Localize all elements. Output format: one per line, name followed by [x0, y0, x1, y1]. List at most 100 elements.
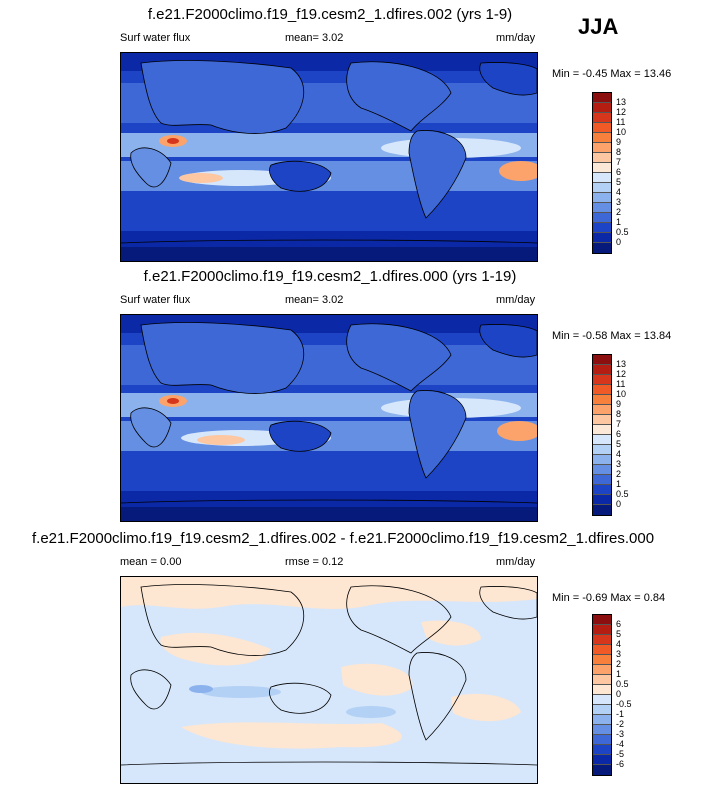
panel-3-colorbar — [592, 614, 612, 776]
panel-1-colorbar-swatch — [593, 243, 611, 253]
panel-3-colorbar-label: 4 — [616, 639, 622, 649]
panel-2-colorbar-swatch — [593, 485, 611, 495]
panel-2-colorbar-label: 7 — [616, 419, 622, 429]
panel-1-map-field — [121, 53, 537, 261]
season-label: JJA — [578, 14, 619, 39]
panel-2-colorbar-label: 2 — [616, 469, 622, 479]
panel-1-colorbar-label: 8 — [616, 147, 622, 157]
panel-3-colorbar-label: 3 — [616, 649, 622, 659]
panel-1-colorbar-label: 11 — [616, 117, 626, 127]
panel-1-colorbar-swatch — [593, 103, 611, 113]
panel-1-colorbar-swatch — [593, 193, 611, 203]
panel-1-map — [120, 52, 538, 262]
panel-3-minmax-label: Min = -0.69 Max = 0.84 — [552, 592, 666, 604]
panel-1-colorbar-label: 6 — [616, 167, 622, 177]
panel-1-colorbar-swatch — [593, 183, 611, 193]
panel-3-colorbar-swatch — [593, 705, 611, 715]
panel-1-mean-label: mean= 3.02 — [285, 32, 344, 44]
panel-1-variable-label: Surf water flux — [120, 32, 191, 44]
panel-2-colorbar-label: 6 — [616, 429, 622, 439]
panel-2-colorbar-swatch — [593, 455, 611, 465]
panel-1-colorbar-swatch — [593, 213, 611, 223]
panel-1-colorbar-label: 5 — [616, 177, 622, 187]
panel-3-colorbar-label: 2 — [616, 659, 622, 669]
panel-2-colorbar-label: 0.5 — [616, 489, 629, 499]
panel-2-colorbar-label: 3 — [616, 459, 622, 469]
panel-2-colorbar — [592, 354, 612, 516]
panel-2-mean-label: mean= 3.02 — [285, 294, 344, 306]
panel-1-colorbar-label: 12 — [616, 107, 627, 117]
panel-1-colorbar-swatch — [593, 113, 611, 123]
panel-1-colorbar-label: 0.5 — [616, 227, 629, 237]
panel-2-colorbar-swatch — [593, 505, 611, 515]
panel-1-colorbar-swatch — [593, 153, 611, 163]
panel-3-colorbar-swatch — [593, 635, 611, 645]
panel-3-map-field — [121, 577, 537, 783]
panel-3-colorbar-swatch — [593, 755, 611, 765]
panel-2-units-label: mm/day — [496, 294, 536, 306]
panel-2-colorbar-label: 5 — [616, 439, 622, 449]
panel-3-map — [120, 576, 538, 784]
panel-1-colorbar-label: 7 — [616, 157, 622, 167]
panel-3-colorbar-swatch — [593, 625, 611, 635]
panel-3-title: f.e21.F2000climo.f19_f19.cesm2_1.dfires.… — [32, 530, 655, 547]
panel-3-colorbar-swatch — [593, 745, 611, 755]
panel-1-colorbar-swatch — [593, 203, 611, 213]
panel-3-colorbar-label: 0 — [616, 689, 622, 699]
panel-2-colorbar-swatch — [593, 495, 611, 505]
panel-3-colorbar-swatch — [593, 715, 611, 725]
panel-3-colorbar-swatch — [593, 645, 611, 655]
panel-3-colorbar-label: 0.5 — [616, 679, 629, 689]
panel-3-colorbar-label: -0.5 — [616, 699, 632, 709]
panel-2-colorbar-label: 9 — [616, 399, 622, 409]
panel-3-colorbar-label: -2 — [616, 719, 625, 729]
panel-1-colorbar-swatch — [593, 133, 611, 143]
panel-1-colorbar-swatch — [593, 93, 611, 103]
panel-2-colorbar-swatch — [593, 415, 611, 425]
panel-1-colorbar-label: 0 — [616, 237, 622, 247]
panel-1-minmax-label: Min = -0.45 Max = 13.46 — [552, 68, 672, 80]
panel-3-colorbar-swatch — [593, 735, 611, 745]
panel-1-colorbar-swatch — [593, 123, 611, 133]
panel-2-colorbar-label: 8 — [616, 409, 622, 419]
panel-1-colorbar-label: 2 — [616, 207, 622, 217]
panel-3-mean-label: mean = 0.00 — [120, 556, 182, 568]
panel-2-colorbar-swatch — [593, 465, 611, 475]
panel-3-colorbar-label: 6 — [616, 619, 622, 629]
panel-3-colorbar-swatch — [593, 665, 611, 675]
panel-1-title: f.e21.F2000climo.f19_f19.cesm2_1.dfires.… — [147, 6, 513, 23]
panel-2-colorbar-swatch — [593, 445, 611, 455]
panel-1-colorbar-label: 1 — [616, 217, 622, 227]
panel-2-colorbar-label: 1 — [616, 479, 622, 489]
panel-3-colorbar-swatch — [593, 615, 611, 625]
panel-2-colorbar-label: 13 — [616, 359, 627, 369]
panel-1-colorbar-label: 10 — [616, 127, 627, 137]
panel-1-colorbar-swatch — [593, 143, 611, 153]
panel-3-colorbar-label: -5 — [616, 749, 625, 759]
panel-3-colorbar-swatch — [593, 685, 611, 695]
panel-3-colorbar-swatch — [593, 675, 611, 685]
panel-2-colorbar-swatch — [593, 365, 611, 375]
panel-2-colorbar-label: 11 — [616, 379, 626, 389]
panel-1-units-label: mm/day — [496, 32, 536, 44]
panel-1-colorbar-swatch — [593, 223, 611, 233]
panel-3-colorbar-swatch — [593, 695, 611, 705]
panel-2-colorbar-label: 10 — [616, 389, 627, 399]
panel-3-colorbar-swatch — [593, 655, 611, 665]
panel-1-colorbar-label: 9 — [616, 137, 622, 147]
panel-3-colorbar-label: 5 — [616, 629, 622, 639]
panel-2-colorbar-swatch — [593, 385, 611, 395]
panel-3-colorbar-label: -4 — [616, 739, 625, 749]
panel-1-colorbar-label: 3 — [616, 197, 622, 207]
panel-3-colorbar-label: -1 — [616, 709, 625, 719]
panel-2-colorbar-swatch — [593, 375, 611, 385]
panel-3-colorbar-label: 1 — [616, 669, 622, 679]
panel-2-colorbar-swatch — [593, 405, 611, 415]
panel-3-colorbar-swatch — [593, 765, 611, 775]
panel-1-colorbar-swatch — [593, 173, 611, 183]
panel-2-colorbar-swatch — [593, 355, 611, 365]
panel-2-colorbar-swatch — [593, 425, 611, 435]
panel-2-title: f.e21.F2000climo.f19_f19.cesm2_1.dfires.… — [143, 268, 517, 285]
panel-2-map-field — [121, 315, 537, 521]
panel-1-colorbar-label: 4 — [616, 187, 622, 197]
